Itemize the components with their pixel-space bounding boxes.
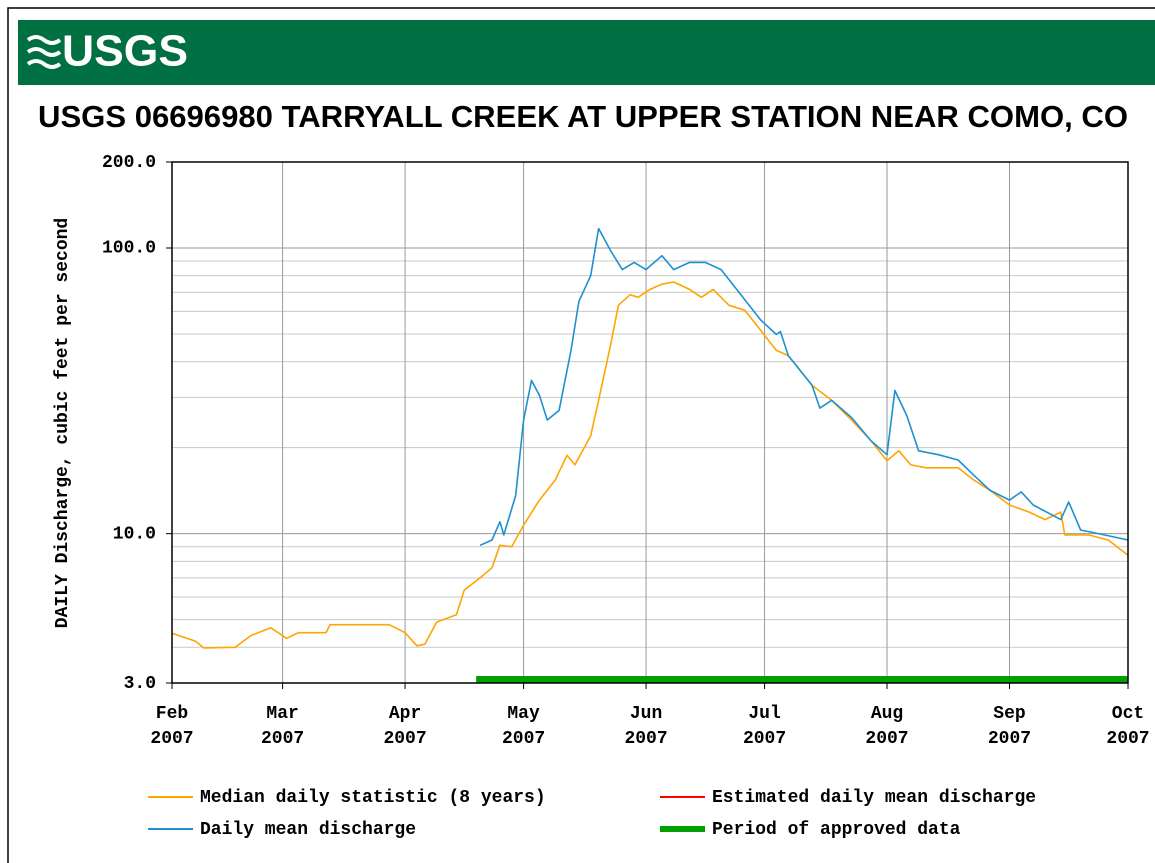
page-border [7, 7, 1155, 863]
series-line [479, 227, 1129, 547]
y-axis-label: DAILY Discharge, cubic feet per second [53, 218, 73, 628]
approved-period-bar [476, 676, 1128, 683]
logo-waves [26, 35, 62, 69]
series-line [171, 281, 1129, 649]
legend-label: Estimated daily mean discharge [712, 788, 1036, 808]
x-tick-label: Jun 2007 [624, 704, 667, 749]
x-tick-label: Oct 2007 [1106, 704, 1149, 749]
y-tick-label: 100.0 [102, 239, 156, 259]
x-tick-label: Feb 2007 [150, 704, 193, 749]
plot-area [172, 162, 1128, 683]
y-tick-label: 200.0 [102, 153, 156, 173]
x-tick-label: Mar 2007 [261, 704, 304, 749]
plot-border [171, 161, 1129, 684]
chart-title: USGS 06696980 TARRYALL CREEK AT UPPER ST… [38, 99, 1128, 134]
x-tick-label: Aug 2007 [865, 704, 908, 749]
y-tick-label: 10.0 [113, 524, 156, 544]
legend-label: Median daily statistic (8 years) [200, 788, 546, 808]
x-tick-label: Sep 2007 [988, 704, 1031, 749]
legend-label: Period of approved data [712, 820, 961, 840]
y-tick-label: 3.0 [124, 674, 156, 694]
legend-label: Daily mean discharge [200, 820, 416, 840]
logo-text: USGS [62, 27, 188, 76]
x-tick-label: Apr 2007 [383, 704, 426, 749]
x-tick-label: May 2007 [502, 704, 545, 749]
x-tick-label: Jul 2007 [743, 704, 786, 749]
header-bar [18, 20, 1155, 85]
